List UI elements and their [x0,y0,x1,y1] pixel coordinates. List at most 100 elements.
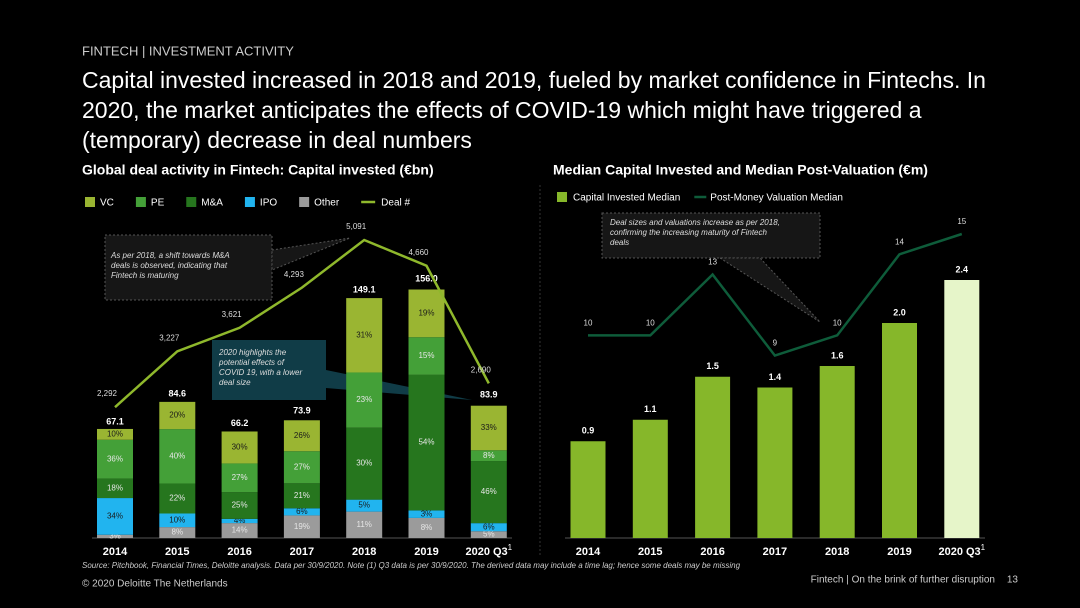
line-label: 13 [708,258,717,267]
segment-label: 5% [358,501,370,510]
annotation-text: deals [610,238,629,247]
annotation-text: confirming the increasing maturity of Fi… [610,228,768,237]
x-tick-text: 2018 [825,546,849,558]
source: Source: Pitchbook, Financial Times, Delo… [82,561,741,570]
title-line: (temporary) decrease in deal numbers [82,127,472,153]
annotation-text: deals is observed, indicating that [111,261,228,270]
legend-swatch [85,197,95,207]
x-tick-label: 2018 [352,546,376,558]
bar-segment [283,483,320,509]
legend-swatch [186,197,197,207]
x-tick-label: 2020 Q31 [938,543,985,558]
bar-segment [408,289,445,338]
segment-label: 33% [481,423,497,432]
line-label: 4,660 [408,248,429,257]
bar-segment [408,337,445,375]
x-tick-label: 2017 [290,546,314,558]
x-tick-label: 2015 [165,546,189,558]
bar-segment [97,498,133,535]
x-tick-text: 2017 [290,546,314,558]
x-tick-label: 2016 [700,546,724,558]
legend-label: IPO [260,198,277,209]
segment-label: 22% [169,494,185,503]
segment-label: 6% [483,522,495,531]
annotation-text: Deal sizes and valuations increase as pe… [610,218,780,227]
page-number: 13 [1007,575,1019,586]
bar-segment [221,431,258,464]
segment-label: 20% [169,411,185,420]
bar-label: 0.9 [582,426,595,436]
x-tick-text: 2015 [165,546,189,558]
line-label: 3,621 [222,310,243,319]
bar-segment [159,513,196,528]
annotation-box [212,340,326,400]
legend-swatch [557,192,567,202]
line-label: 10 [584,318,593,327]
segment-label: 6% [296,507,308,516]
segment-label: 30% [356,459,372,468]
title-line: 2020, the market anticipates the effects… [82,97,922,123]
bar-segment [221,518,258,524]
segment-label: 40% [169,451,185,460]
x-tick-text: 2016 [700,546,724,558]
chart-title: Median Capital Invested and Median Post-… [553,162,928,178]
bar-segment [221,463,258,493]
bar-segment [97,428,133,440]
bar-segment [221,492,258,519]
bar [882,323,917,538]
annotation-text: potential effects of [218,358,285,367]
legend-label: M&A [201,198,223,209]
segment-label: 25% [232,501,248,510]
bar-segment [283,451,320,484]
bar-segment [346,298,383,373]
total-label: 67.1 [106,416,124,426]
line-label: 3,227 [159,333,180,342]
bar-segment [470,450,507,462]
x-tick-label: 2015 [638,546,662,558]
bar-segment [159,527,196,538]
bar-segment [221,523,258,538]
annotation-pointer [271,237,351,271]
bar-segment [97,534,133,538]
segment-label: 5% [483,530,495,539]
x-tick-text: 2019 [414,546,438,558]
bar-segment [346,511,383,538]
bar-label: 1.6 [831,350,844,360]
annotation-text: Fintech is maturing [111,271,179,280]
line-label: 10 [646,318,655,327]
bar-segment [346,499,383,512]
segment-label: 27% [232,473,248,482]
legend-label: Post-Money Valuation Median [710,193,843,204]
bar [632,419,668,538]
x-tick-label: 2019 [414,546,438,558]
line-label: 5,091 [346,222,367,231]
bar-segment [283,420,320,452]
x-tick-text: 2018 [352,546,376,558]
segment-label: 3% [421,509,433,518]
segment-label: 18% [107,483,123,492]
segment-label: 8% [421,523,433,532]
x-tick-text: 2020 Q3 [938,546,980,558]
title-line: Capital invested increased in 2018 and 2… [82,67,986,93]
segment-label: 19% [294,522,310,531]
bar-label: 1.5 [706,361,719,371]
legend-swatch [299,197,310,207]
legend-label: Capital Invested Median [573,193,680,204]
segment-label: 30% [232,443,248,452]
segment-label: 34% [107,512,123,521]
line-label: 9 [773,339,778,348]
line-label: 2,690 [471,365,492,374]
segment-label: 27% [294,462,310,471]
bar-segment [283,515,320,538]
segment-label: 23% [356,395,372,404]
bar-label: 1.1 [644,404,657,414]
deal-line [114,238,490,409]
valuation-line [588,232,963,358]
segment-label: 10% [169,515,185,524]
bar-label: 2.4 [956,264,969,274]
bar-segment [470,523,507,532]
segment-label: 31% [356,330,372,339]
segment-label: 15% [418,351,434,360]
x-tick-label: 2020 Q31 [465,543,512,558]
bar-segment [470,531,507,538]
